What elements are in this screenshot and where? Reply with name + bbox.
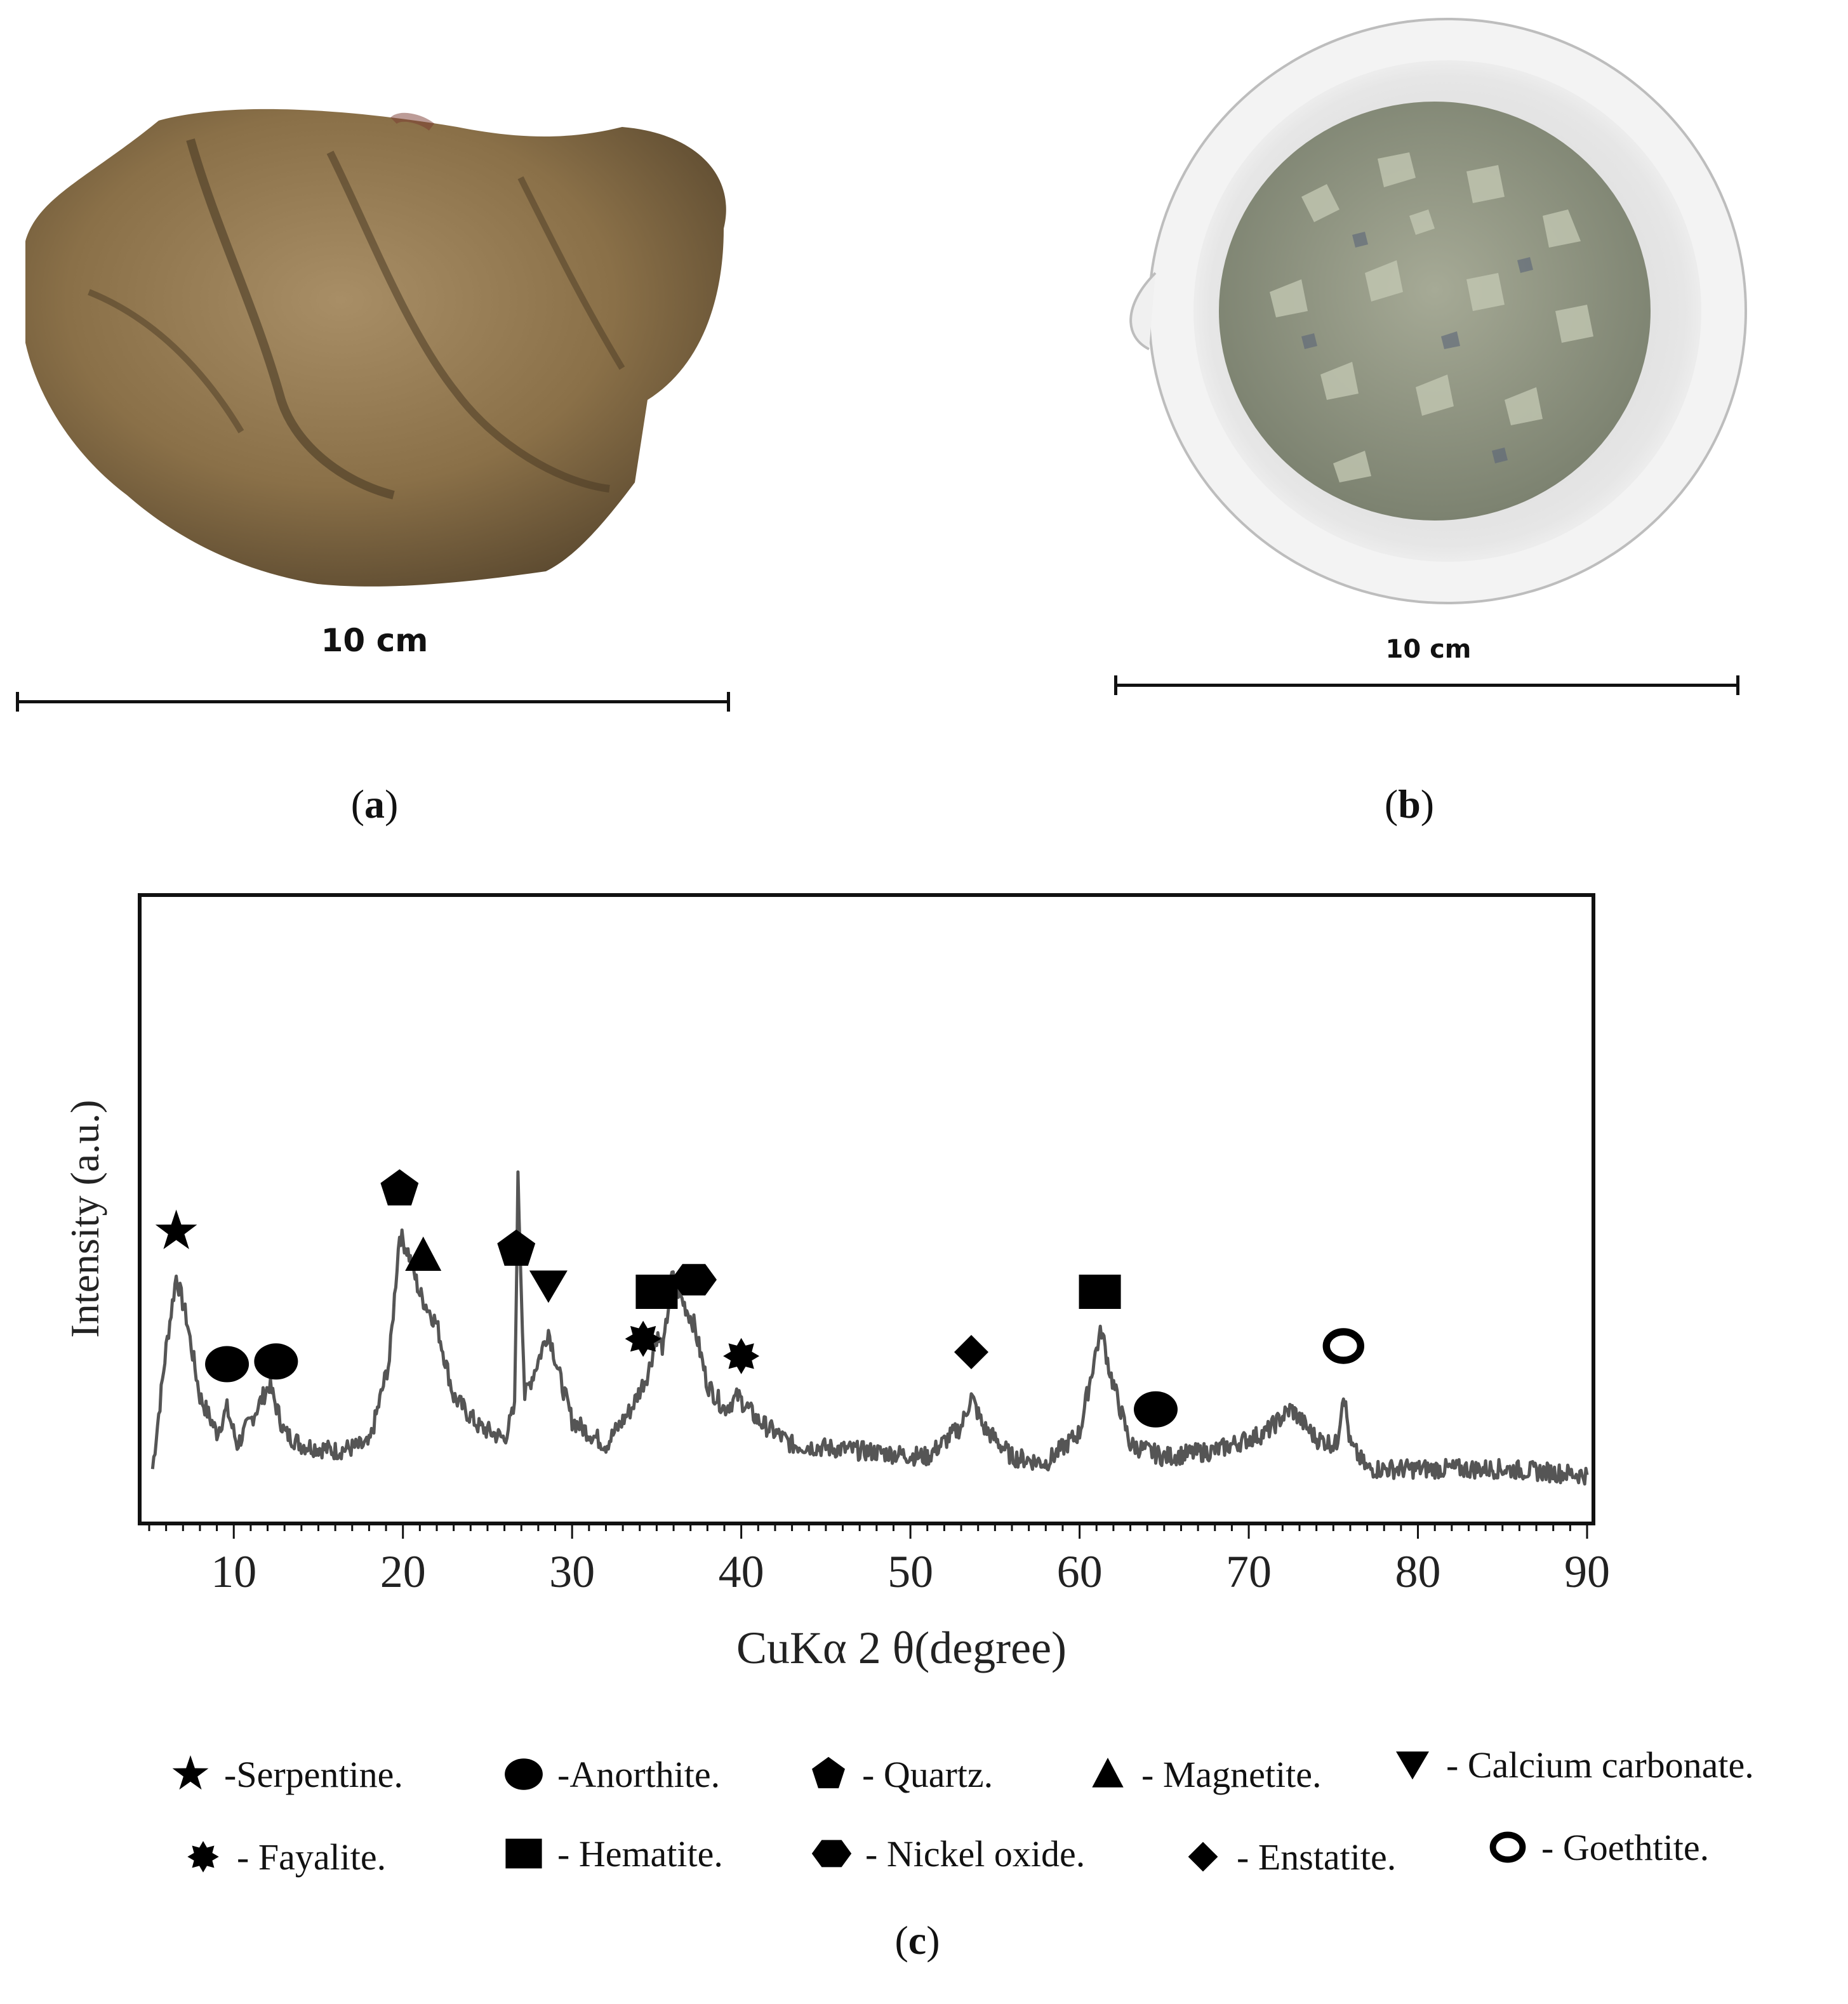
x-axis-label: CuKα 2 θ(degree) xyxy=(736,1622,1067,1673)
ring-marker xyxy=(1322,1328,1364,1364)
ring-icon xyxy=(1489,1831,1526,1863)
crushed-sample-bowl-photo xyxy=(1129,18,1747,604)
plot-frame xyxy=(138,893,1595,1525)
triangle-down-icon xyxy=(1396,1751,1429,1780)
legend-item-square: - Hematite. xyxy=(502,1831,723,1876)
x-tick-label: 70 xyxy=(1226,1546,1272,1597)
y-axis-label: Intensity (a.u.) xyxy=(62,1100,107,1338)
legend-item-pentagon: - Quartz. xyxy=(806,1752,993,1796)
starburst-marker xyxy=(625,1320,661,1357)
xrd-series-line xyxy=(150,1170,1589,1486)
scale-label-b: 10 cm xyxy=(1385,635,1472,664)
peak-markers xyxy=(155,1169,1364,1428)
legend-item-hexagon: - Nickel oxide. xyxy=(809,1831,1085,1876)
circle-legend-symbol xyxy=(505,1758,543,1790)
triangle-up-icon xyxy=(1092,1758,1124,1788)
legend-label: - Nickel oxide. xyxy=(865,1833,1086,1875)
legend-item-diamond: - Enstatite. xyxy=(1181,1835,1396,1879)
legend-label: - Fayalite. xyxy=(237,1836,387,1878)
x-tick-labels: 10 20 30 40 50 60 70 80 90 xyxy=(211,1546,1610,1597)
legend-label: -Serpentine. xyxy=(224,1753,403,1795)
legend-item-starburst: - Fayalite. xyxy=(181,1835,386,1879)
x-tick-label: 20 xyxy=(380,1546,426,1597)
x-tick-label: 80 xyxy=(1395,1546,1441,1597)
x-tick-label: 60 xyxy=(1057,1546,1103,1597)
triangle-down-marker xyxy=(529,1270,568,1303)
legend-label: - Calcium carbonate. xyxy=(1446,1744,1754,1786)
circle-marker xyxy=(1134,1391,1178,1428)
hexagon-icon xyxy=(811,1840,852,1868)
ring-legend-symbol xyxy=(1489,1831,1526,1863)
legend-item-star: -Serpentine. xyxy=(168,1752,403,1796)
pentagon-icon xyxy=(812,1756,845,1789)
square-marker xyxy=(635,1275,678,1309)
circle-marker xyxy=(205,1346,249,1383)
rock-sample-photo xyxy=(25,109,726,587)
legend-label: - Enstatite. xyxy=(1237,1836,1397,1878)
pentagon-marker xyxy=(380,1169,419,1205)
legend-item-ring: - Goethtite. xyxy=(1486,1825,1709,1869)
scale-label-a: 10 cm xyxy=(321,622,429,659)
diamond-marker xyxy=(954,1335,988,1369)
x-ticks xyxy=(148,1523,1588,1539)
xrd-chart: 10 20 30 40 50 60 70 80 90 Intensity (a.u.) CuKα… xyxy=(62,893,1610,1673)
x-tick-label: 50 xyxy=(887,1546,933,1597)
legend-label: -Anorthite. xyxy=(557,1753,721,1795)
legend-label: - Magnetite. xyxy=(1141,1753,1322,1795)
triangle-down-legend-symbol xyxy=(1396,1751,1429,1780)
x-tick-label: 40 xyxy=(719,1546,764,1597)
square-legend-symbol xyxy=(505,1838,542,1869)
circle-icon xyxy=(505,1758,543,1790)
hexagon-legend-symbol xyxy=(811,1840,852,1868)
legend-item-triangle-up: - Magnetite. xyxy=(1086,1752,1321,1796)
pentagon-legend-symbol xyxy=(812,1756,845,1789)
star-marker xyxy=(155,1209,197,1249)
x-tick-label: 30 xyxy=(549,1546,595,1597)
diamond-legend-symbol xyxy=(1188,1841,1218,1872)
x-tick-label: 10 xyxy=(211,1546,256,1597)
legend-label: - Quartz. xyxy=(862,1753,994,1795)
starburst-legend-symbol xyxy=(187,1841,219,1873)
circle-marker xyxy=(254,1343,298,1380)
panel-label-c: (c) xyxy=(894,1918,940,1963)
x-tick-label: 90 xyxy=(1564,1546,1610,1597)
panel-label-a: (a) xyxy=(350,781,399,826)
pentagon-marker xyxy=(497,1230,536,1266)
starburst-icon xyxy=(187,1841,219,1873)
legend-item-circle: -Anorthite. xyxy=(502,1752,720,1796)
diamond-icon xyxy=(1188,1841,1218,1872)
square-marker xyxy=(1079,1275,1121,1309)
legend-label: - Goethtite. xyxy=(1541,1826,1710,1868)
star-icon xyxy=(172,1755,209,1790)
triangle-up-marker xyxy=(405,1237,442,1271)
legend-label: - Hematite. xyxy=(557,1833,723,1875)
scale-bar-a xyxy=(16,692,730,712)
scale-bar-b xyxy=(1114,675,1739,695)
star-legend-symbol xyxy=(172,1755,209,1790)
triangle-up-legend-symbol xyxy=(1092,1758,1124,1788)
starburst-marker xyxy=(723,1337,760,1374)
legend-item-triangle-down: - Calcium carbonate. xyxy=(1390,1742,1754,1787)
panel-label-b: (b) xyxy=(1384,781,1435,826)
hexagon-marker xyxy=(671,1264,717,1296)
square-icon xyxy=(505,1838,542,1869)
